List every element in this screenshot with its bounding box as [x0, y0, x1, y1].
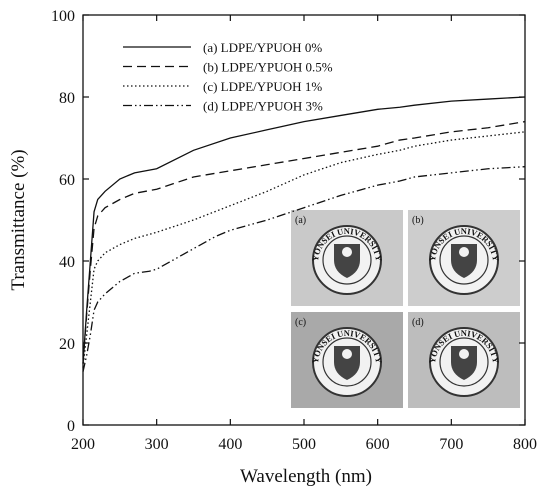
legend-label: (a) LDPE/YPUOH 0% — [203, 40, 322, 55]
y-tick-label: 80 — [59, 90, 75, 107]
x-tick-label: 500 — [292, 436, 316, 453]
inset-label: (a) — [295, 215, 306, 226]
x-tick-label: 300 — [145, 436, 169, 453]
y-axis-title: Transmittance (%) — [8, 149, 29, 290]
x-tick-label: 800 — [513, 436, 537, 453]
emblem-dot — [342, 247, 352, 257]
emblem-shield — [451, 244, 477, 278]
y-tick-label: 60 — [59, 172, 75, 189]
series-line — [82, 166, 526, 372]
emblem-shield — [334, 244, 360, 278]
y-tick-label: 0 — [67, 418, 75, 435]
x-tick-label: 600 — [366, 436, 390, 453]
inset-label: (b) — [412, 215, 424, 226]
y-tick-label: 100 — [51, 8, 75, 25]
series-line — [82, 96, 526, 364]
x-tick-label: 200 — [71, 436, 95, 453]
series-line — [82, 120, 526, 364]
emblem-dot — [342, 349, 352, 359]
legend-label: (d) LDPE/YPUOH 3% — [203, 99, 323, 114]
inset-label: (d) — [412, 317, 424, 328]
legend-label: (b) LDPE/YPUOH 0.5% — [203, 60, 333, 75]
inset-label: (c) — [295, 317, 306, 328]
x-axis-title: Wavelength (nm) — [240, 466, 372, 487]
emblem-dot — [459, 349, 469, 359]
emblem-shield — [334, 346, 360, 380]
series-line — [82, 131, 526, 368]
emblem-shield — [451, 346, 477, 380]
y-tick-label: 40 — [59, 254, 75, 271]
legend-label: (c) LDPE/YPUOH 1% — [203, 79, 322, 94]
x-tick-label: 700 — [439, 436, 463, 453]
y-tick-label: 20 — [59, 336, 75, 353]
emblem-dot — [459, 247, 469, 257]
x-tick-label: 400 — [218, 436, 242, 453]
